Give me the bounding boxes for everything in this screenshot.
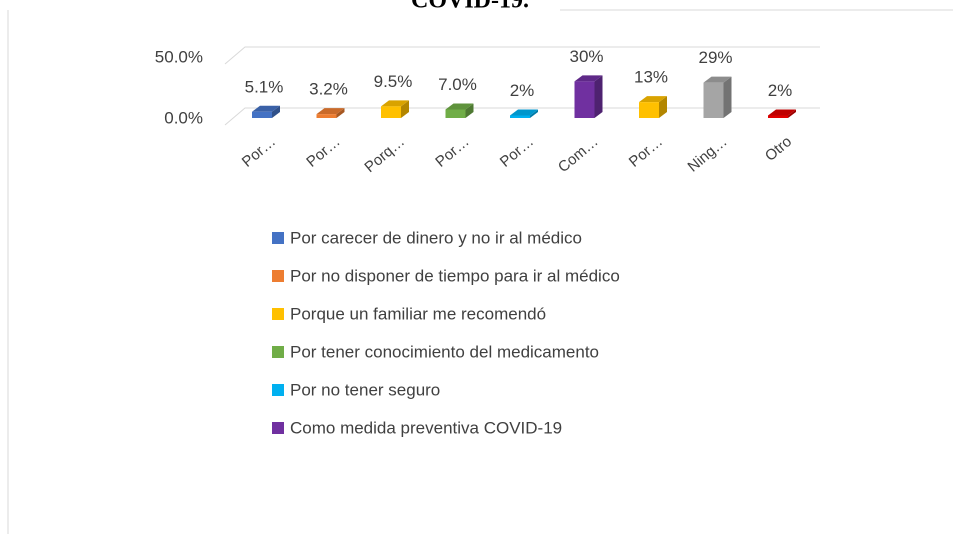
x-tick-label: Por… xyxy=(303,133,343,171)
legend-swatch xyxy=(272,270,284,282)
legend-label: Por no disponer de tiempo para ir al méd… xyxy=(290,266,620,285)
x-tick-label: Ning… xyxy=(685,133,731,176)
bar xyxy=(639,96,667,118)
value-label: 30% xyxy=(569,47,603,66)
value-label: 7.0% xyxy=(438,75,477,94)
bar-side xyxy=(336,108,345,118)
legend-swatch xyxy=(272,384,284,396)
bar-front xyxy=(703,82,724,118)
y-tick-label: 0.0% xyxy=(164,108,203,127)
legend-label: Por carecer de dinero y no ir al médico xyxy=(290,228,582,247)
legend-label: Por tener conocimiento del medicamento xyxy=(290,342,599,361)
bar-side xyxy=(723,76,732,118)
bar-side xyxy=(272,105,280,118)
bar-side xyxy=(788,109,796,118)
legend-label: Por no tener seguro xyxy=(290,380,440,399)
bar-top xyxy=(445,103,474,110)
bar-front xyxy=(445,109,466,118)
x-tick-label: Por… xyxy=(239,133,279,171)
legend-label: Porque un familiar me recomendó xyxy=(290,304,546,323)
x-tick-label: Otro xyxy=(762,133,795,165)
y-tick-label: 50.0% xyxy=(155,47,203,66)
x-tick-label: Por… xyxy=(626,133,666,171)
bar xyxy=(445,103,474,118)
value-label: 2% xyxy=(768,81,793,100)
bar-front xyxy=(381,106,401,118)
legend-swatch xyxy=(272,308,284,320)
value-label: 5.1% xyxy=(245,77,284,96)
bar-front xyxy=(510,115,530,118)
grid-line xyxy=(224,107,820,126)
bar-side xyxy=(465,103,474,118)
bar-side xyxy=(659,96,667,118)
bar-front xyxy=(768,115,788,118)
bar-side xyxy=(401,100,409,118)
value-label: 29% xyxy=(698,48,732,67)
bar-side xyxy=(594,75,603,118)
value-label: 3.2% xyxy=(309,80,348,99)
x-tick-label: Por… xyxy=(497,133,537,171)
bar-top xyxy=(316,108,345,115)
legend-swatch xyxy=(272,232,284,244)
grid-line xyxy=(224,46,820,65)
bar-top xyxy=(252,105,280,112)
bar xyxy=(768,109,796,118)
bar xyxy=(574,75,603,118)
x-tick-label: Com… xyxy=(555,133,602,176)
x-tick-label: Porq… xyxy=(361,133,408,176)
bar-front xyxy=(639,102,659,118)
legend-swatch xyxy=(272,346,284,358)
chart-title: COVID-19. xyxy=(411,0,529,14)
bar-top xyxy=(510,109,538,116)
bar-top xyxy=(381,100,409,107)
bar-top xyxy=(768,109,796,116)
value-label: 9.5% xyxy=(374,72,413,91)
legend-swatch xyxy=(272,422,284,434)
value-label: 2% xyxy=(510,81,535,100)
value-label: 13% xyxy=(634,68,668,87)
bar-top xyxy=(574,75,603,82)
bar xyxy=(381,100,409,118)
bar-top xyxy=(703,76,732,83)
bar-front xyxy=(574,81,595,118)
bar xyxy=(316,108,345,118)
bar-front xyxy=(316,114,337,118)
bar xyxy=(510,109,538,118)
x-tick-label: Por… xyxy=(432,133,472,171)
bar-top xyxy=(639,96,667,103)
bar xyxy=(703,76,732,118)
legend-label: Como medida preventiva COVID-19 xyxy=(290,418,562,437)
bar-side xyxy=(530,109,538,118)
bar-front xyxy=(252,111,272,118)
bar xyxy=(252,105,280,118)
